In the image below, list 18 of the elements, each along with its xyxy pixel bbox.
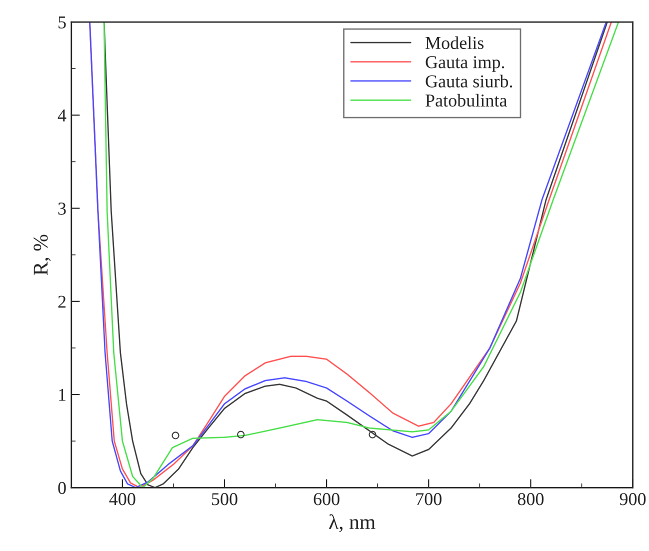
- x-tick-label: 700: [416, 493, 442, 506]
- legend-label: Patobulinta: [426, 94, 508, 107]
- x-axis-title: λ, nm: [329, 514, 376, 532]
- legend-label: Gauta imp.: [426, 56, 504, 72]
- x-tick-label: 800: [518, 493, 544, 506]
- x-tick-label: 600: [314, 493, 340, 506]
- y-tick-label: 0: [58, 482, 66, 494]
- y-tick-label: 4: [58, 110, 66, 122]
- y-axis-title: R, %: [34, 234, 51, 276]
- x-tick-label: 400: [109, 493, 136, 506]
- legend-label: Modelis: [426, 36, 484, 50]
- y-tick-label: 5: [58, 16, 66, 28]
- y-tick-label: 2: [58, 296, 66, 308]
- x-tick-label: 500: [212, 493, 238, 506]
- legend-label: Gauta siurb.: [426, 74, 512, 88]
- y-tick-label: 3: [58, 202, 66, 215]
- y-tick-label: 1: [59, 388, 66, 401]
- x-tick-label: 900: [620, 493, 646, 506]
